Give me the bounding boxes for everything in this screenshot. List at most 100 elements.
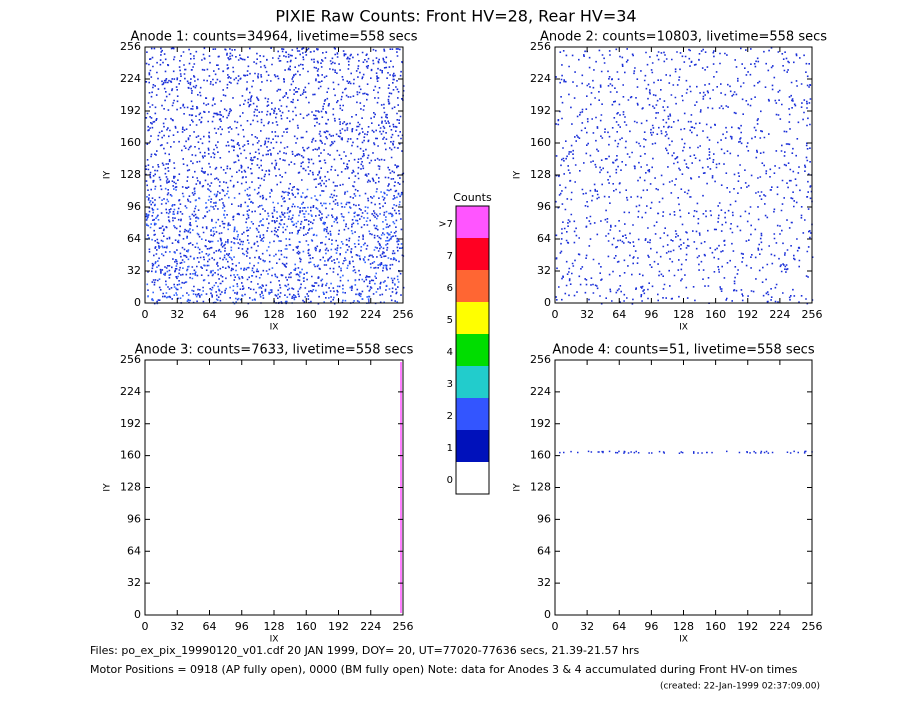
y-tick-label: 128 — [120, 168, 141, 181]
y-tick-label: 224 — [530, 385, 551, 398]
x-tick-label: 256 — [802, 620, 823, 633]
x-tick-label: 192 — [737, 308, 758, 321]
x-tick-label: 96 — [644, 620, 658, 633]
panel-title: Anode 3: counts=7633, livetime=558 secs — [135, 343, 414, 358]
x-tick-label: 256 — [393, 308, 414, 321]
x-tick-label: 192 — [328, 620, 349, 633]
x-tick-label: 256 — [802, 308, 823, 321]
colorbar-title: Counts — [453, 191, 492, 204]
y-tick-label: 96 — [537, 200, 551, 213]
colorbar-swatch — [456, 398, 489, 430]
y-tick-label: 192 — [530, 417, 551, 430]
colorbar-label: 2 — [447, 411, 453, 422]
y-tick-label: 32 — [127, 264, 141, 277]
x-tick-label: 32 — [580, 308, 594, 321]
y-tick-label: 192 — [120, 417, 141, 430]
x-tick-label: 160 — [705, 308, 726, 321]
x-tick-label: 64 — [612, 308, 626, 321]
y-tick-label: 0 — [544, 296, 551, 309]
pixel-texture — [555, 47, 814, 305]
y-tick-label: 64 — [127, 232, 141, 245]
x-tick-label: 0 — [552, 620, 559, 633]
x-tick-label: 64 — [203, 308, 217, 321]
y-tick-label: 128 — [530, 168, 551, 181]
x-axis-label: IX — [679, 635, 688, 645]
panel-title: Anode 2: counts=10803, livetime=558 secs — [540, 30, 827, 45]
y-tick-label: 32 — [537, 264, 551, 277]
x-tick-label: 256 — [393, 620, 414, 633]
colorbar-swatch — [456, 334, 489, 366]
y-tick-label: 160 — [120, 136, 141, 149]
y-tick-label: 256 — [120, 353, 141, 366]
y-tick-label: 160 — [530, 136, 551, 149]
y-tick-label: 160 — [530, 449, 551, 462]
colorbar-swatch — [456, 270, 489, 302]
colorbar-swatch — [456, 238, 489, 270]
y-tick-label: 192 — [120, 104, 141, 117]
y-axis-label: IY — [513, 170, 523, 179]
x-tick-label: 160 — [296, 308, 317, 321]
y-tick-label: 64 — [127, 544, 141, 557]
y-tick-label: 160 — [120, 449, 141, 462]
x-tick-label: 0 — [552, 308, 559, 321]
x-tick-label: 96 — [235, 620, 249, 633]
chart-title: PIXIE Raw Counts: Front HV=28, Rear HV=3… — [275, 7, 636, 26]
y-tick-label: 0 — [544, 608, 551, 621]
x-tick-label: 128 — [673, 308, 694, 321]
y-tick-label: 224 — [120, 72, 141, 85]
y-tick-label: 96 — [127, 512, 141, 525]
colorbar-label: 6 — [447, 283, 453, 294]
y-tick-label: 128 — [120, 481, 141, 494]
colorbar-label: 4 — [447, 347, 453, 358]
y-tick-label: 0 — [134, 296, 141, 309]
footer-line: Files: po_ex_pix_19990120_v01.cdf 20 JAN… — [90, 644, 639, 657]
y-axis-label: IY — [513, 483, 523, 492]
y-tick-label: 32 — [537, 576, 551, 589]
colorbar-label: >7 — [438, 219, 453, 230]
y-tick-label: 256 — [120, 40, 141, 53]
x-tick-label: 160 — [705, 620, 726, 633]
colorbar-label: 5 — [447, 315, 453, 326]
x-axis-label: IX — [270, 635, 279, 645]
y-axis-label: IY — [103, 483, 113, 492]
colorbar-swatch — [456, 366, 489, 398]
y-tick-label: 224 — [530, 72, 551, 85]
x-tick-label: 224 — [769, 308, 790, 321]
panel-title: Anode 4: counts=51, livetime=558 secs — [552, 343, 814, 358]
x-tick-label: 32 — [580, 620, 594, 633]
y-tick-label: 32 — [127, 576, 141, 589]
x-tick-label: 128 — [264, 308, 285, 321]
colorbar-swatch — [456, 430, 489, 462]
y-tick-label: 224 — [120, 385, 141, 398]
y-tick-label: 96 — [127, 200, 141, 213]
x-tick-label: 32 — [170, 308, 184, 321]
x-tick-label: 0 — [142, 620, 149, 633]
colorbar-frame — [455, 205, 490, 495]
x-tick-label: 64 — [612, 620, 626, 633]
colorbar-label: 7 — [447, 251, 453, 262]
y-tick-label: 0 — [134, 608, 141, 621]
x-tick-label: 32 — [170, 620, 184, 633]
y-tick-label: 64 — [537, 232, 551, 245]
colorbar-label: 1 — [447, 443, 453, 454]
colorbar-label: 0 — [447, 475, 453, 486]
x-tick-label: 96 — [235, 308, 249, 321]
colorbar-swatch — [456, 462, 489, 494]
y-tick-label: 96 — [537, 512, 551, 525]
colorbar-label: 3 — [447, 379, 453, 390]
x-tick-label: 192 — [328, 308, 349, 321]
y-tick-label: 64 — [537, 544, 551, 557]
y-tick-label: 256 — [530, 40, 551, 53]
x-tick-label: 160 — [296, 620, 317, 633]
x-tick-label: 224 — [360, 620, 381, 633]
x-axis-label: IX — [679, 323, 688, 333]
x-tick-label: 128 — [264, 620, 285, 633]
x-tick-label: 0 — [142, 308, 149, 321]
x-tick-label: 224 — [769, 620, 790, 633]
x-tick-label: 224 — [360, 308, 381, 321]
y-tick-label: 192 — [530, 104, 551, 117]
colorbar-swatch — [456, 206, 489, 238]
x-tick-label: 96 — [644, 308, 658, 321]
y-tick-label: 128 — [530, 481, 551, 494]
